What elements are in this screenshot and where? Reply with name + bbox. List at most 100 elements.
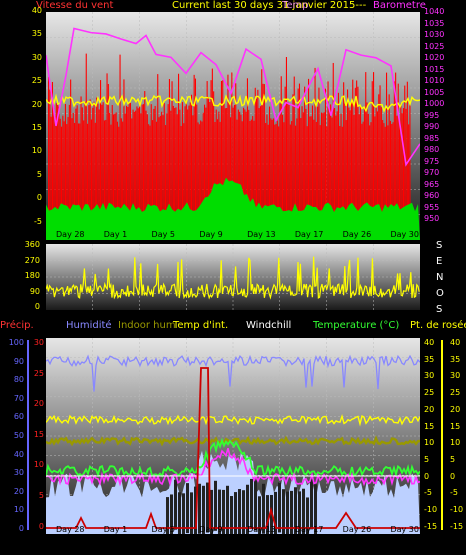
precip-bar xyxy=(314,484,317,534)
wind-bar xyxy=(367,113,369,228)
wind-bar xyxy=(328,109,330,228)
wind-bar xyxy=(404,85,406,240)
wind-bar xyxy=(166,113,168,228)
wind-bar xyxy=(75,108,77,228)
axis-tick: 995 xyxy=(424,110,440,120)
wind-bar xyxy=(269,106,271,228)
wind-bar xyxy=(209,102,211,228)
wind-bar xyxy=(387,125,389,228)
humidity-fill xyxy=(46,450,420,534)
wind-bar xyxy=(335,115,337,228)
precip-bar xyxy=(234,492,237,534)
axis-tick: 0 xyxy=(450,471,456,481)
wind-bar xyxy=(389,120,391,228)
top-chart: Day 28 Day 1 Day 5 Day 9 Day 13 Day 17 Day 26 D… xyxy=(46,12,420,240)
wind-bar xyxy=(58,106,60,228)
wind-bar xyxy=(224,108,226,228)
wind-bar xyxy=(365,72,367,228)
wind-bar xyxy=(379,85,381,240)
axis-tick: 20 xyxy=(450,404,461,414)
wind-bar xyxy=(59,118,61,228)
wind-bar xyxy=(202,112,204,228)
axis-tick: 15 xyxy=(33,429,44,439)
wind-bar xyxy=(168,79,170,236)
wind-bar xyxy=(324,88,326,240)
wind-bar xyxy=(145,110,147,228)
wind-bar xyxy=(150,104,152,228)
wind-bar xyxy=(180,126,182,228)
x-axis-label: Day 28 xyxy=(56,230,85,239)
gust-area xyxy=(46,177,420,240)
indoor-hum-line xyxy=(46,435,420,447)
axis-tick: 1025 xyxy=(424,41,445,51)
wind-bar xyxy=(90,119,92,228)
wind-bar xyxy=(282,114,284,228)
wind-bar xyxy=(292,94,294,228)
wind-bar xyxy=(366,102,368,228)
precip-bar xyxy=(186,483,189,534)
axis-tick: 1005 xyxy=(424,87,445,97)
x-axis-label: Day 1 xyxy=(104,230,127,239)
axis-tick: 0 xyxy=(36,193,42,203)
wind-bar xyxy=(339,126,341,228)
precip-bar xyxy=(218,489,221,534)
precip-bar xyxy=(258,496,261,534)
axis-tick: 30 xyxy=(33,338,44,347)
axis-tick: 70 xyxy=(13,393,24,403)
wind-bar xyxy=(308,78,310,235)
precip-bar xyxy=(178,492,181,534)
wind-bar xyxy=(402,108,404,228)
wind-bar xyxy=(105,119,107,228)
wind-bar xyxy=(128,102,130,228)
senos-s1: S xyxy=(436,240,443,251)
wind-bar xyxy=(184,106,186,228)
wind-bar xyxy=(304,86,306,240)
precip-bar xyxy=(246,484,249,534)
wind-bar xyxy=(362,121,364,228)
precip-bar xyxy=(286,491,289,534)
wind-bar xyxy=(214,121,216,228)
wind-bar xyxy=(305,108,307,228)
senos-n: N xyxy=(436,272,444,283)
wind-bar xyxy=(153,108,155,228)
wind-bar xyxy=(347,89,349,240)
wind-bar xyxy=(146,114,148,228)
wind-bar xyxy=(162,115,164,228)
wind-bar xyxy=(230,117,232,228)
wind-bar xyxy=(66,124,68,228)
wind-bar xyxy=(172,105,174,228)
axis-tick: 35 xyxy=(450,354,461,364)
wind-bar xyxy=(352,79,354,229)
wind-bar xyxy=(207,97,209,228)
precip-bar xyxy=(262,483,265,534)
wind-bar xyxy=(300,118,302,228)
axis-tick: 90 xyxy=(13,356,24,366)
axis-tick: 25 xyxy=(450,388,461,398)
precip-bar xyxy=(202,485,205,534)
wind-bar xyxy=(118,126,120,228)
wind-bar xyxy=(115,112,117,228)
axis-tick: 10 xyxy=(13,505,24,515)
wind-bar xyxy=(240,114,242,228)
wind-bar xyxy=(360,106,362,228)
wind-bar xyxy=(215,109,217,228)
precip-line xyxy=(46,367,420,529)
wind-bar xyxy=(222,80,224,228)
axis-tick: 0 xyxy=(38,521,44,531)
wind-bar xyxy=(139,106,141,228)
wind-bar xyxy=(344,103,346,228)
wind-bar xyxy=(348,107,350,228)
wind-bar xyxy=(278,126,280,228)
axis-tick: 20 xyxy=(13,486,24,496)
wind-bar xyxy=(350,101,352,228)
wind-bar xyxy=(50,116,52,228)
precip-bar xyxy=(254,480,257,531)
axis-tick: 0 xyxy=(34,302,40,311)
wind-bar xyxy=(256,98,258,229)
wind-bar xyxy=(103,120,105,228)
wind-bar xyxy=(236,119,238,228)
wind-bar xyxy=(96,97,98,228)
wind-bar xyxy=(382,120,384,228)
wind-bar xyxy=(188,105,190,228)
indoor-temp-label: Temp d'int. xyxy=(173,320,229,331)
